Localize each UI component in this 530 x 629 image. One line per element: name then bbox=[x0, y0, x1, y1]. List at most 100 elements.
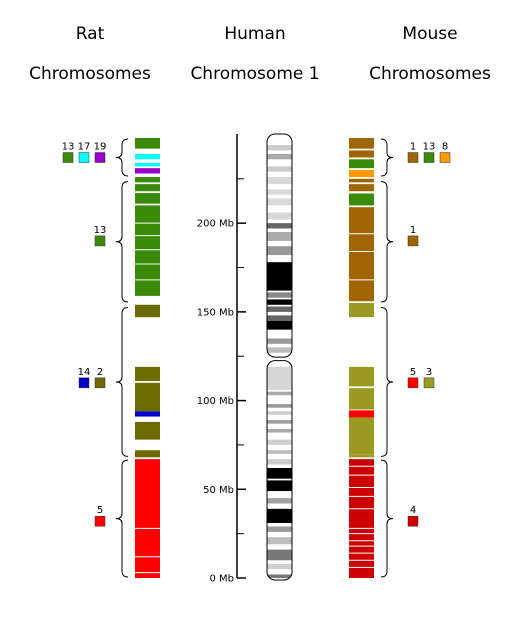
chromosome-band bbox=[267, 262, 292, 291]
rat-segment bbox=[135, 193, 160, 201]
rat-key-swatch bbox=[94, 152, 106, 163]
mouse-header-line1: Mouse bbox=[402, 24, 458, 44]
mouse-key-swatch bbox=[407, 152, 419, 163]
chromosome-band bbox=[267, 439, 292, 445]
chromosome-band bbox=[267, 404, 292, 408]
rat-segment bbox=[135, 168, 160, 174]
rat-header-line2: Chromosomes bbox=[29, 64, 151, 84]
chromosome-band bbox=[267, 537, 292, 545]
rat-key-label: 5 bbox=[97, 505, 103, 516]
mb-axis: 0 Mb 50 Mb 100 Mb 150 Mb 200 Mb bbox=[197, 134, 246, 585]
mouse-segment bbox=[349, 150, 374, 158]
chromosome-q-arm-outline bbox=[266, 133, 293, 358]
rat-brace bbox=[115, 181, 129, 303]
chromosome-band bbox=[267, 166, 292, 172]
chromosome-band bbox=[267, 526, 292, 532]
rat-segment bbox=[135, 304, 160, 318]
mouse-key-swatch bbox=[407, 515, 419, 527]
rat-segment bbox=[135, 366, 160, 382]
chromosome-band bbox=[267, 306, 292, 312]
mouse-segment bbox=[349, 169, 374, 178]
chromosome-band bbox=[267, 320, 292, 330]
chromosome-band bbox=[267, 232, 292, 241]
axis-tick-label: 100 Mb bbox=[197, 396, 234, 407]
rat-key-label: 13 bbox=[94, 225, 107, 236]
mouse-brace bbox=[380, 459, 394, 578]
mouse-key-label: 1 bbox=[410, 142, 416, 153]
rat-segment bbox=[135, 411, 160, 417]
chromosome-band bbox=[267, 411, 292, 415]
rat-segment bbox=[135, 382, 160, 412]
chromosome-band bbox=[267, 223, 292, 229]
rat-track bbox=[135, 138, 160, 578]
rat-key-swatch bbox=[78, 152, 90, 163]
mouse-key-label: 3 bbox=[426, 367, 432, 378]
mouse-brace bbox=[380, 181, 394, 303]
rat-segment bbox=[135, 162, 160, 167]
chromosome-band bbox=[267, 145, 292, 151]
mouse-segment bbox=[349, 193, 374, 206]
chromosome-band bbox=[267, 292, 292, 298]
mouse-segment bbox=[349, 303, 374, 318]
chromosome-band bbox=[267, 246, 292, 256]
chromosome-band bbox=[267, 391, 292, 396]
rat-key-label: 19 bbox=[94, 142, 107, 153]
mouse-track bbox=[349, 138, 374, 578]
rat-brace bbox=[115, 307, 129, 457]
mouse-key-swatch bbox=[407, 377, 419, 389]
rat-segment bbox=[135, 450, 160, 458]
chromosome-band bbox=[267, 563, 292, 570]
human-header-line1: Human bbox=[224, 24, 286, 44]
chromosome-band bbox=[267, 315, 292, 321]
axis-tick-label: 0 Mb bbox=[209, 574, 234, 585]
mouse-segment bbox=[349, 184, 374, 192]
rat-key-label: 17 bbox=[78, 142, 91, 153]
rat-segment bbox=[135, 205, 160, 296]
chromosome-band bbox=[267, 420, 292, 424]
chromosome-bands bbox=[267, 134, 292, 580]
rat-key-swatch bbox=[78, 377, 90, 389]
mouse-segment bbox=[349, 417, 374, 455]
rat-brace bbox=[115, 459, 129, 578]
chromosome-band bbox=[267, 177, 292, 185]
mouse-segment bbox=[349, 459, 374, 578]
mouse-segment bbox=[349, 138, 374, 149]
rat-header-line1: Rat bbox=[75, 24, 105, 44]
chromosome-band bbox=[267, 468, 292, 479]
mouse-key-label: 5 bbox=[410, 367, 416, 378]
rat-segment bbox=[135, 198, 160, 204]
mouse-key-swatch bbox=[423, 377, 435, 389]
chromosome-band bbox=[267, 338, 292, 344]
mouse-key-swatch bbox=[439, 152, 451, 163]
chromosome-band bbox=[267, 299, 292, 305]
mouse-segment bbox=[349, 159, 374, 169]
rat-segment bbox=[135, 153, 160, 160]
chromosome-band bbox=[267, 153, 292, 160]
mouse-segment bbox=[349, 410, 374, 418]
mouse-key-swatch bbox=[407, 235, 419, 247]
mouse-key-swatch bbox=[423, 152, 435, 163]
chromosome-band bbox=[267, 450, 292, 454]
chromosome-band bbox=[267, 347, 292, 353]
human-header-line2: Chromosome 1 bbox=[190, 64, 320, 84]
mouse-key-label: 4 bbox=[410, 505, 416, 516]
chromosome-band bbox=[267, 198, 292, 206]
mouse-key-label: 13 bbox=[423, 142, 436, 153]
rat-key-swatch bbox=[62, 152, 74, 163]
mouse-segment bbox=[349, 366, 374, 387]
rat-key-label: 14 bbox=[78, 367, 91, 378]
axis-tick-label: 50 Mb bbox=[203, 485, 234, 496]
rat-segment bbox=[135, 184, 160, 192]
rat-key-label: 2 bbox=[97, 367, 103, 378]
mouse-segment bbox=[349, 178, 374, 183]
rat-key-swatch bbox=[94, 235, 106, 247]
chromosome-band bbox=[267, 574, 292, 578]
rat-key-swatch bbox=[94, 515, 106, 527]
chromosome-band bbox=[267, 212, 292, 220]
rat-segment bbox=[135, 177, 160, 183]
axis-tick-label: 200 Mb bbox=[197, 219, 234, 230]
mouse-key-label: 1 bbox=[410, 225, 416, 236]
rat-key-swatch bbox=[94, 377, 106, 389]
